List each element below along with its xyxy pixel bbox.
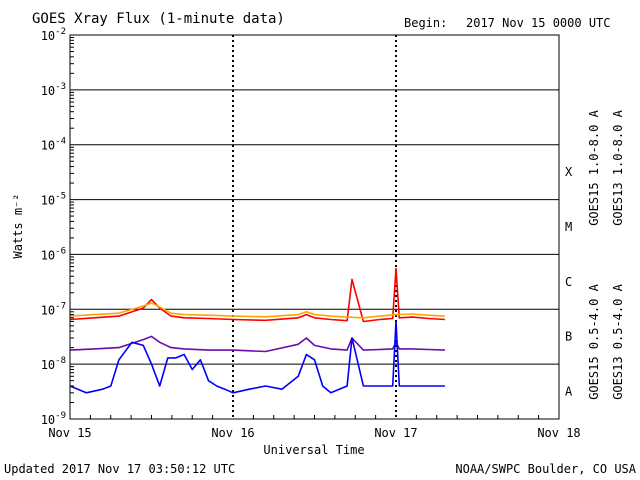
y-tick-exponent: -2 (55, 27, 66, 37)
x-axis-label: Universal Time (263, 443, 364, 457)
flare-class-label: X (565, 165, 573, 179)
y-tick-exponent: -3 (55, 82, 66, 92)
updated-timestamp: Updated 2017 Nov 17 03:50:12 UTC (4, 462, 235, 476)
x-tick-label: Nov 17 (374, 426, 417, 440)
legend-entry-4: GOES13 0.5-4.0 A (611, 283, 625, 399)
y-tick-label: 10-6 (41, 246, 66, 262)
legend: GOES15 1.0-8.0 A GOES13 1.0-8.0 A GOES15 0… (587, 109, 625, 399)
y-tick-exponent: -9 (55, 411, 66, 421)
series-line-1 (69, 267, 445, 323)
y-tick-label: 10-7 (41, 301, 66, 317)
flare-class-label: A (565, 385, 573, 399)
chart-title: GOES Xray Flux (1-minute data) (32, 11, 285, 27)
y-tick-exponent: -7 (55, 301, 66, 311)
x-tick-label: Nov 18 (537, 426, 580, 440)
x-tick-label: Nov 16 (211, 426, 254, 440)
series-line-4 (69, 320, 445, 394)
y-tick-label: 10-9 (41, 411, 66, 427)
y-tick-label: 10-5 (41, 192, 66, 208)
series-line-3 (69, 335, 445, 353)
y-tick-label: 10-4 (41, 137, 66, 153)
y-axis-label: Watts m⁻² (11, 193, 25, 258)
legend-entry-1: GOES15 1.0-8.0 A (587, 109, 601, 225)
y-tick-label: 10-3 (41, 82, 66, 98)
y-tick-label: 10-8 (41, 356, 66, 372)
begin-value: 2017 Nov 15 0000 UTC (466, 16, 611, 30)
series-line-2 (69, 302, 445, 319)
credit-text: NOAA/SWPC Boulder, CO USA (455, 462, 636, 476)
flare-class-label: B (565, 330, 572, 344)
y-tick-exponent: -8 (55, 356, 66, 366)
flare-class-label: M (565, 220, 572, 234)
flare-class-label: C (565, 275, 572, 289)
y-tick-label: 10-2 (41, 27, 66, 43)
data-series (69, 267, 445, 394)
plot-frame (69, 34, 560, 420)
legend-entry-3: GOES15 0.5-4.0 A (587, 283, 601, 399)
x-tick-label: Nov 15 (48, 426, 91, 440)
begin-label: Begin: (404, 16, 447, 30)
y-tick-exponent: -6 (55, 246, 66, 256)
y-tick-exponent: -4 (55, 137, 66, 147)
legend-entry-2: GOES13 1.0-8.0 A (611, 109, 625, 225)
y-tick-exponent: -5 (55, 192, 66, 202)
